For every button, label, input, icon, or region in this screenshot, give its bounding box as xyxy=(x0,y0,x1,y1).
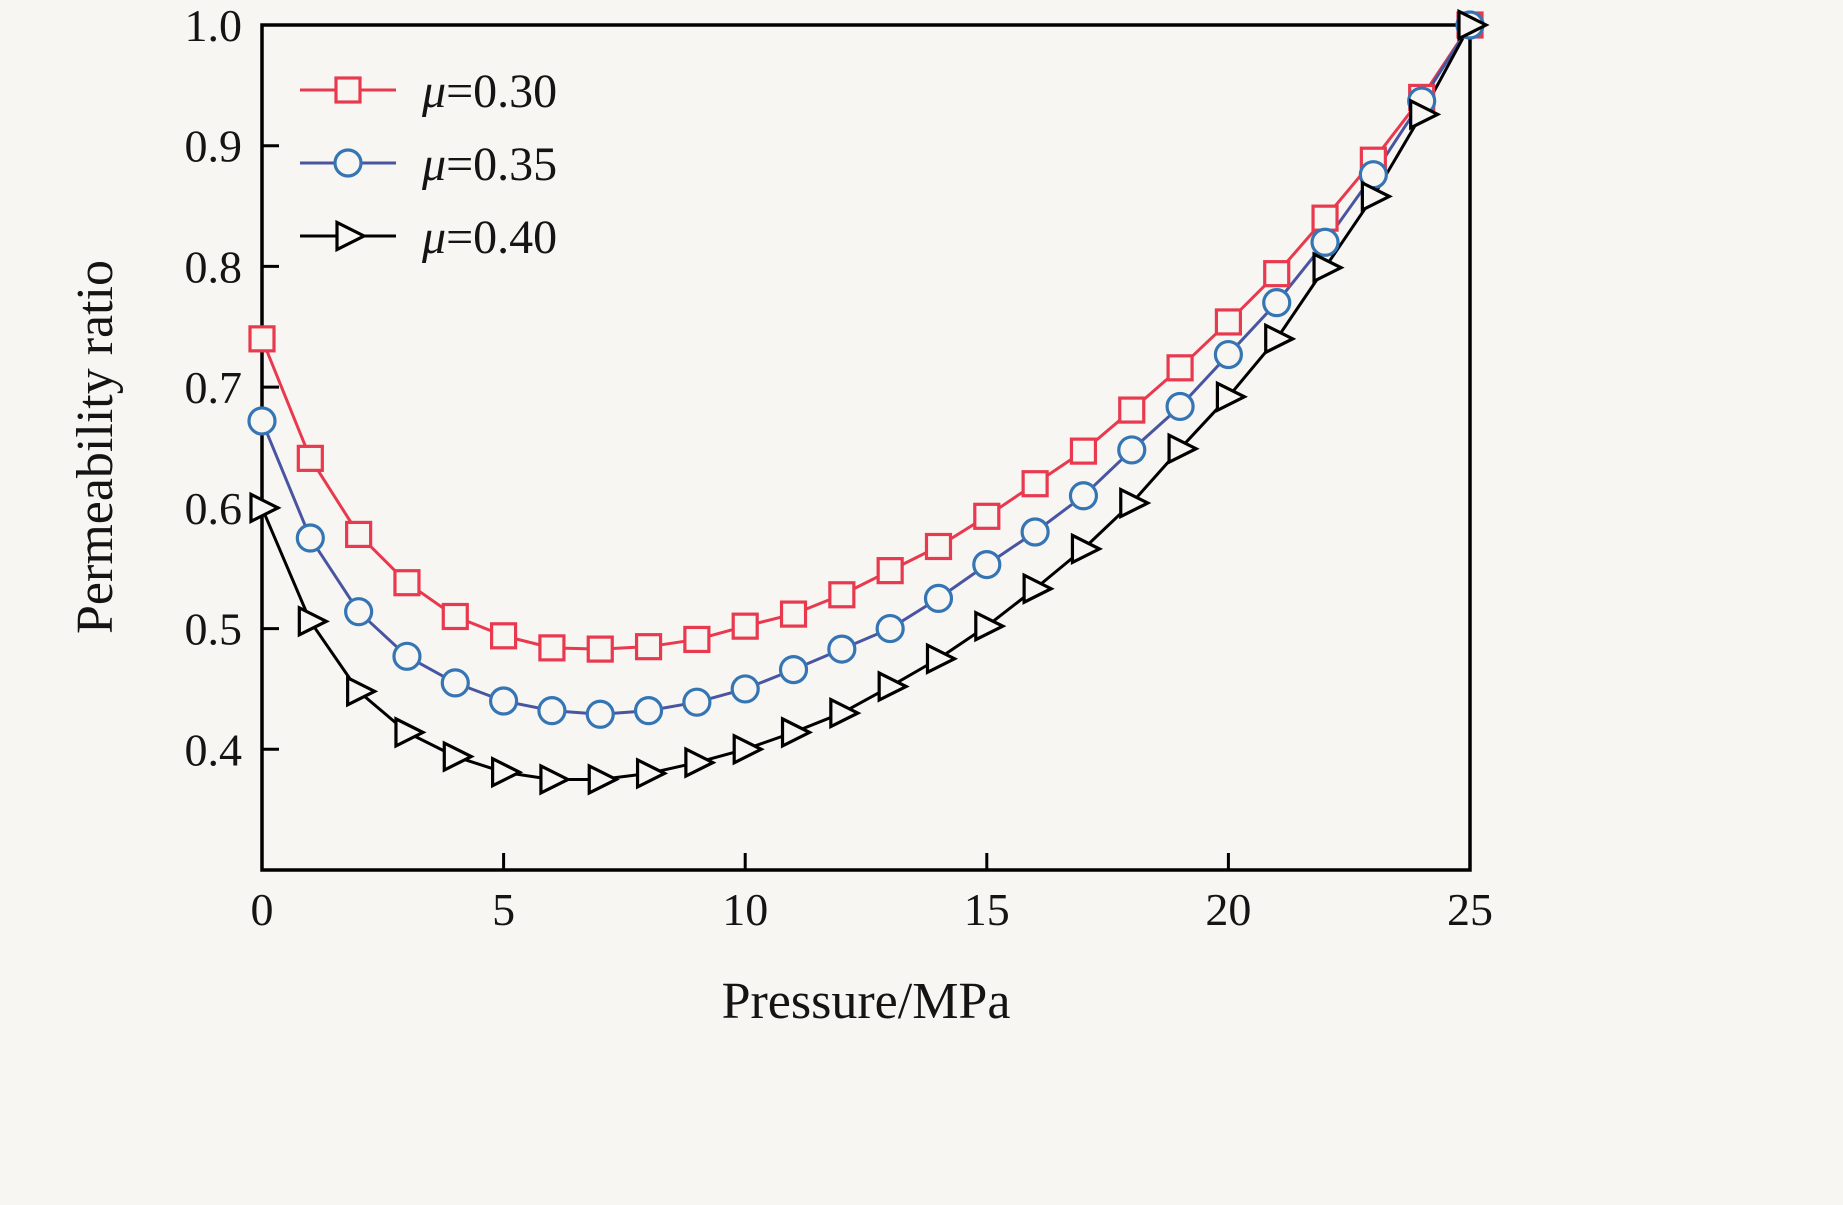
series-marker-mu-0.40 xyxy=(1070,532,1104,565)
plot-frame xyxy=(260,23,1472,872)
series-marker-mu-0.35 xyxy=(972,549,1002,580)
x-tick-label: 10 xyxy=(722,884,768,935)
series-marker-mu-0.35 xyxy=(633,696,664,726)
y-tick-label: 0.4 xyxy=(185,724,243,775)
series-marker-mu-0.35 xyxy=(1020,517,1050,547)
y-tick-label: 0.7 xyxy=(185,362,243,413)
series-marker-mu-0.40 xyxy=(635,757,669,790)
x-tick-label: 20 xyxy=(1205,884,1251,935)
series-marker-mu-0.30 xyxy=(296,444,324,472)
y-axis-title: Permeability ratio xyxy=(67,260,124,634)
series-marker-mu-0.30 xyxy=(538,634,566,662)
series-marker-mu-0.30 xyxy=(634,633,663,661)
x-tick-label: 5 xyxy=(492,884,515,935)
series-marker-mu-0.30 xyxy=(779,600,808,628)
series-marker-mu-0.35 xyxy=(1262,288,1292,318)
series-marker-mu-0.35 xyxy=(1213,339,1244,370)
x-tick-label: 15 xyxy=(964,884,1010,935)
series-marker-mu-0.35 xyxy=(585,699,615,729)
legend-label-mu-0.35: μ=0.35 xyxy=(421,138,557,191)
x-axis-title: Pressure/MPa xyxy=(722,973,1011,1030)
series-marker-mu-0.40 xyxy=(780,716,814,749)
series-marker-mu-0.30 xyxy=(1021,470,1049,498)
series-marker-mu-0.30 xyxy=(248,325,276,353)
series-marker-mu-0.40 xyxy=(829,696,862,730)
series-marker-mu-0.40 xyxy=(732,733,765,766)
series-marker-mu-0.40 xyxy=(1215,380,1248,413)
series-marker-mu-0.40 xyxy=(1409,98,1442,131)
series-marker-mu-0.30 xyxy=(441,602,469,631)
series-marker-mu-0.40 xyxy=(1457,8,1490,42)
series-marker-mu-0.30 xyxy=(924,532,953,561)
series-marker-mu-0.40 xyxy=(539,763,572,796)
series-marker-mu-0.40 xyxy=(587,763,620,796)
series-marker-mu-0.40 xyxy=(974,610,1007,643)
series-marker-mu-0.35 xyxy=(1068,481,1099,511)
x-tick-label: 25 xyxy=(1447,884,1493,935)
series-marker-mu-0.30 xyxy=(1263,260,1291,288)
series-marker-mu-0.30 xyxy=(731,612,759,640)
series-marker-mu-0.35 xyxy=(537,696,567,726)
series-marker-mu-0.30 xyxy=(828,581,856,609)
y-tick-label: 0.8 xyxy=(185,241,243,292)
legend-label-mu-0.30: μ=0.30 xyxy=(421,65,557,118)
series-marker-mu-0.40 xyxy=(1360,180,1393,213)
series-marker-mu-0.35 xyxy=(730,674,760,704)
series-marker-mu-0.30 xyxy=(1214,308,1243,336)
series-marker-mu-0.40 xyxy=(394,716,427,749)
y-tick-label: 0.9 xyxy=(185,121,243,172)
series-marker-mu-0.40 xyxy=(877,670,910,703)
series-marker-mu-0.35 xyxy=(440,668,470,698)
series-marker-mu-0.35 xyxy=(247,406,277,436)
legend-marker-mu-0.40 xyxy=(335,219,368,253)
series-marker-mu-0.40 xyxy=(1312,251,1345,284)
x-tick-label: 0 xyxy=(251,884,274,935)
series-marker-mu-0.30 xyxy=(586,635,614,663)
series-marker-mu-0.35 xyxy=(344,597,374,627)
series-marker-mu-0.30 xyxy=(490,622,518,650)
series-marker-mu-0.30 xyxy=(1166,354,1194,382)
series-marker-mu-0.35 xyxy=(1165,391,1195,422)
legend-marker-mu-0.35 xyxy=(333,148,363,178)
series-marker-mu-0.40 xyxy=(1022,572,1055,605)
series-marker-mu-0.35 xyxy=(682,687,712,717)
series-marker-mu-0.35 xyxy=(295,523,325,553)
series-marker-mu-0.40 xyxy=(297,605,330,638)
series-marker-mu-0.35 xyxy=(827,634,857,664)
series-marker-mu-0.35 xyxy=(1117,435,1147,465)
series-marker-mu-0.35 xyxy=(875,613,905,644)
series-marker-mu-0.40 xyxy=(346,675,379,708)
series-marker-mu-0.40 xyxy=(1264,322,1297,355)
series-marker-mu-0.35 xyxy=(778,655,809,685)
y-tick-label: 0.5 xyxy=(185,604,243,655)
series-marker-mu-0.35 xyxy=(392,641,422,671)
series-marker-mu-0.40 xyxy=(491,756,524,789)
series-marker-mu-0.30 xyxy=(345,520,373,549)
series-marker-mu-0.30 xyxy=(973,502,1001,530)
y-tick-label: 0.6 xyxy=(185,483,243,534)
series-marker-mu-0.40 xyxy=(1167,432,1200,465)
series-marker-mu-0.40 xyxy=(684,746,717,779)
series-marker-mu-0.30 xyxy=(1118,396,1146,424)
series-marker-mu-0.40 xyxy=(925,642,959,675)
series-marker-mu-0.30 xyxy=(1311,204,1339,232)
series-marker-mu-0.30 xyxy=(683,625,711,654)
series-marker-mu-0.30 xyxy=(876,557,904,585)
series-marker-mu-0.35 xyxy=(1310,227,1340,257)
legend-label-mu-0.40: μ=0.40 xyxy=(421,211,557,264)
series-marker-mu-0.40 xyxy=(249,491,282,524)
y-tick-label: 1.0 xyxy=(185,0,243,51)
series-marker-mu-0.30 xyxy=(393,569,421,597)
series-marker-mu-0.35 xyxy=(923,583,954,613)
series-marker-mu-0.40 xyxy=(1119,486,1152,520)
series-marker-mu-0.30 xyxy=(1069,437,1098,465)
legend-marker-mu-0.30 xyxy=(334,76,362,104)
chart-generated-content: 0 5 10 15 20 25 0.4 0.5 0.6 0.7 0.8 0.9 1.0 μ=0.30 μ=0… xyxy=(185,0,1494,935)
series-marker-mu-0.40 xyxy=(442,740,475,773)
series-marker-mu-0.35 xyxy=(489,686,519,716)
